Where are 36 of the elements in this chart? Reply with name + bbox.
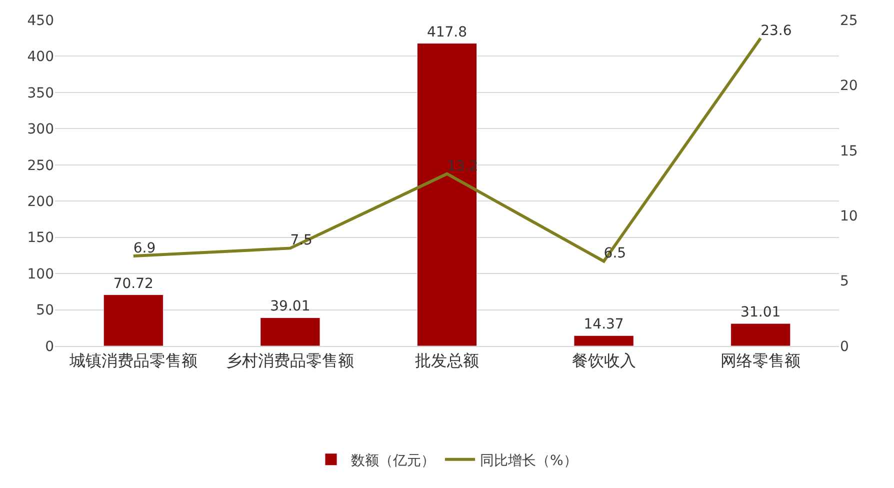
data-label: 70.72 bbox=[113, 276, 154, 292]
x-tick-label: 乡村消费品零售额 bbox=[226, 351, 354, 370]
y-tick-label: 150 bbox=[27, 230, 54, 246]
data-label: 31.01 bbox=[740, 304, 781, 321]
data-label: 39.01 bbox=[270, 298, 310, 315]
y-tick-label: 300 bbox=[27, 122, 54, 138]
y2-tick-label: 20 bbox=[840, 78, 858, 94]
y2-tick-label: 10 bbox=[840, 208, 858, 224]
line-series bbox=[132, 36, 762, 263]
y-tick-label: 50 bbox=[36, 302, 54, 319]
y-tick-label: 200 bbox=[27, 194, 54, 210]
bar bbox=[103, 294, 164, 346]
data-label: 417.8 bbox=[426, 24, 468, 40]
legend-label: 数额（亿元） bbox=[351, 452, 435, 469]
y2-tick-label: 15 bbox=[840, 143, 858, 160]
bar bbox=[260, 317, 320, 346]
x-tick-label: 餐饮收入 bbox=[572, 351, 636, 370]
bar bbox=[574, 335, 634, 346]
y-tick-label: 250 bbox=[27, 158, 54, 174]
legend-label: 同比增长（%） bbox=[480, 452, 578, 469]
x-tick-label: 城镇消费品零售额 bbox=[68, 351, 198, 370]
x-tick-label: 批发总额 bbox=[415, 351, 479, 370]
data-label: 6.9 bbox=[133, 240, 156, 257]
data-label: 23.6 bbox=[760, 22, 792, 39]
data-label: 14.37 bbox=[584, 316, 624, 333]
y-tick-label: 400 bbox=[27, 49, 54, 66]
y2-tick-label: 5 bbox=[840, 274, 849, 290]
bar bbox=[730, 323, 791, 346]
y-tick-label: 350 bbox=[27, 85, 54, 102]
y2-tick-label: 25 bbox=[840, 12, 858, 29]
y-tick-label: 450 bbox=[27, 12, 54, 29]
y2-tick-label: 0 bbox=[840, 338, 849, 355]
y-tick-label: 100 bbox=[27, 266, 54, 282]
x-tick-label: 网络零售额 bbox=[720, 351, 801, 370]
y-tick-label: 0 bbox=[45, 338, 54, 355]
bar bbox=[416, 43, 478, 346]
